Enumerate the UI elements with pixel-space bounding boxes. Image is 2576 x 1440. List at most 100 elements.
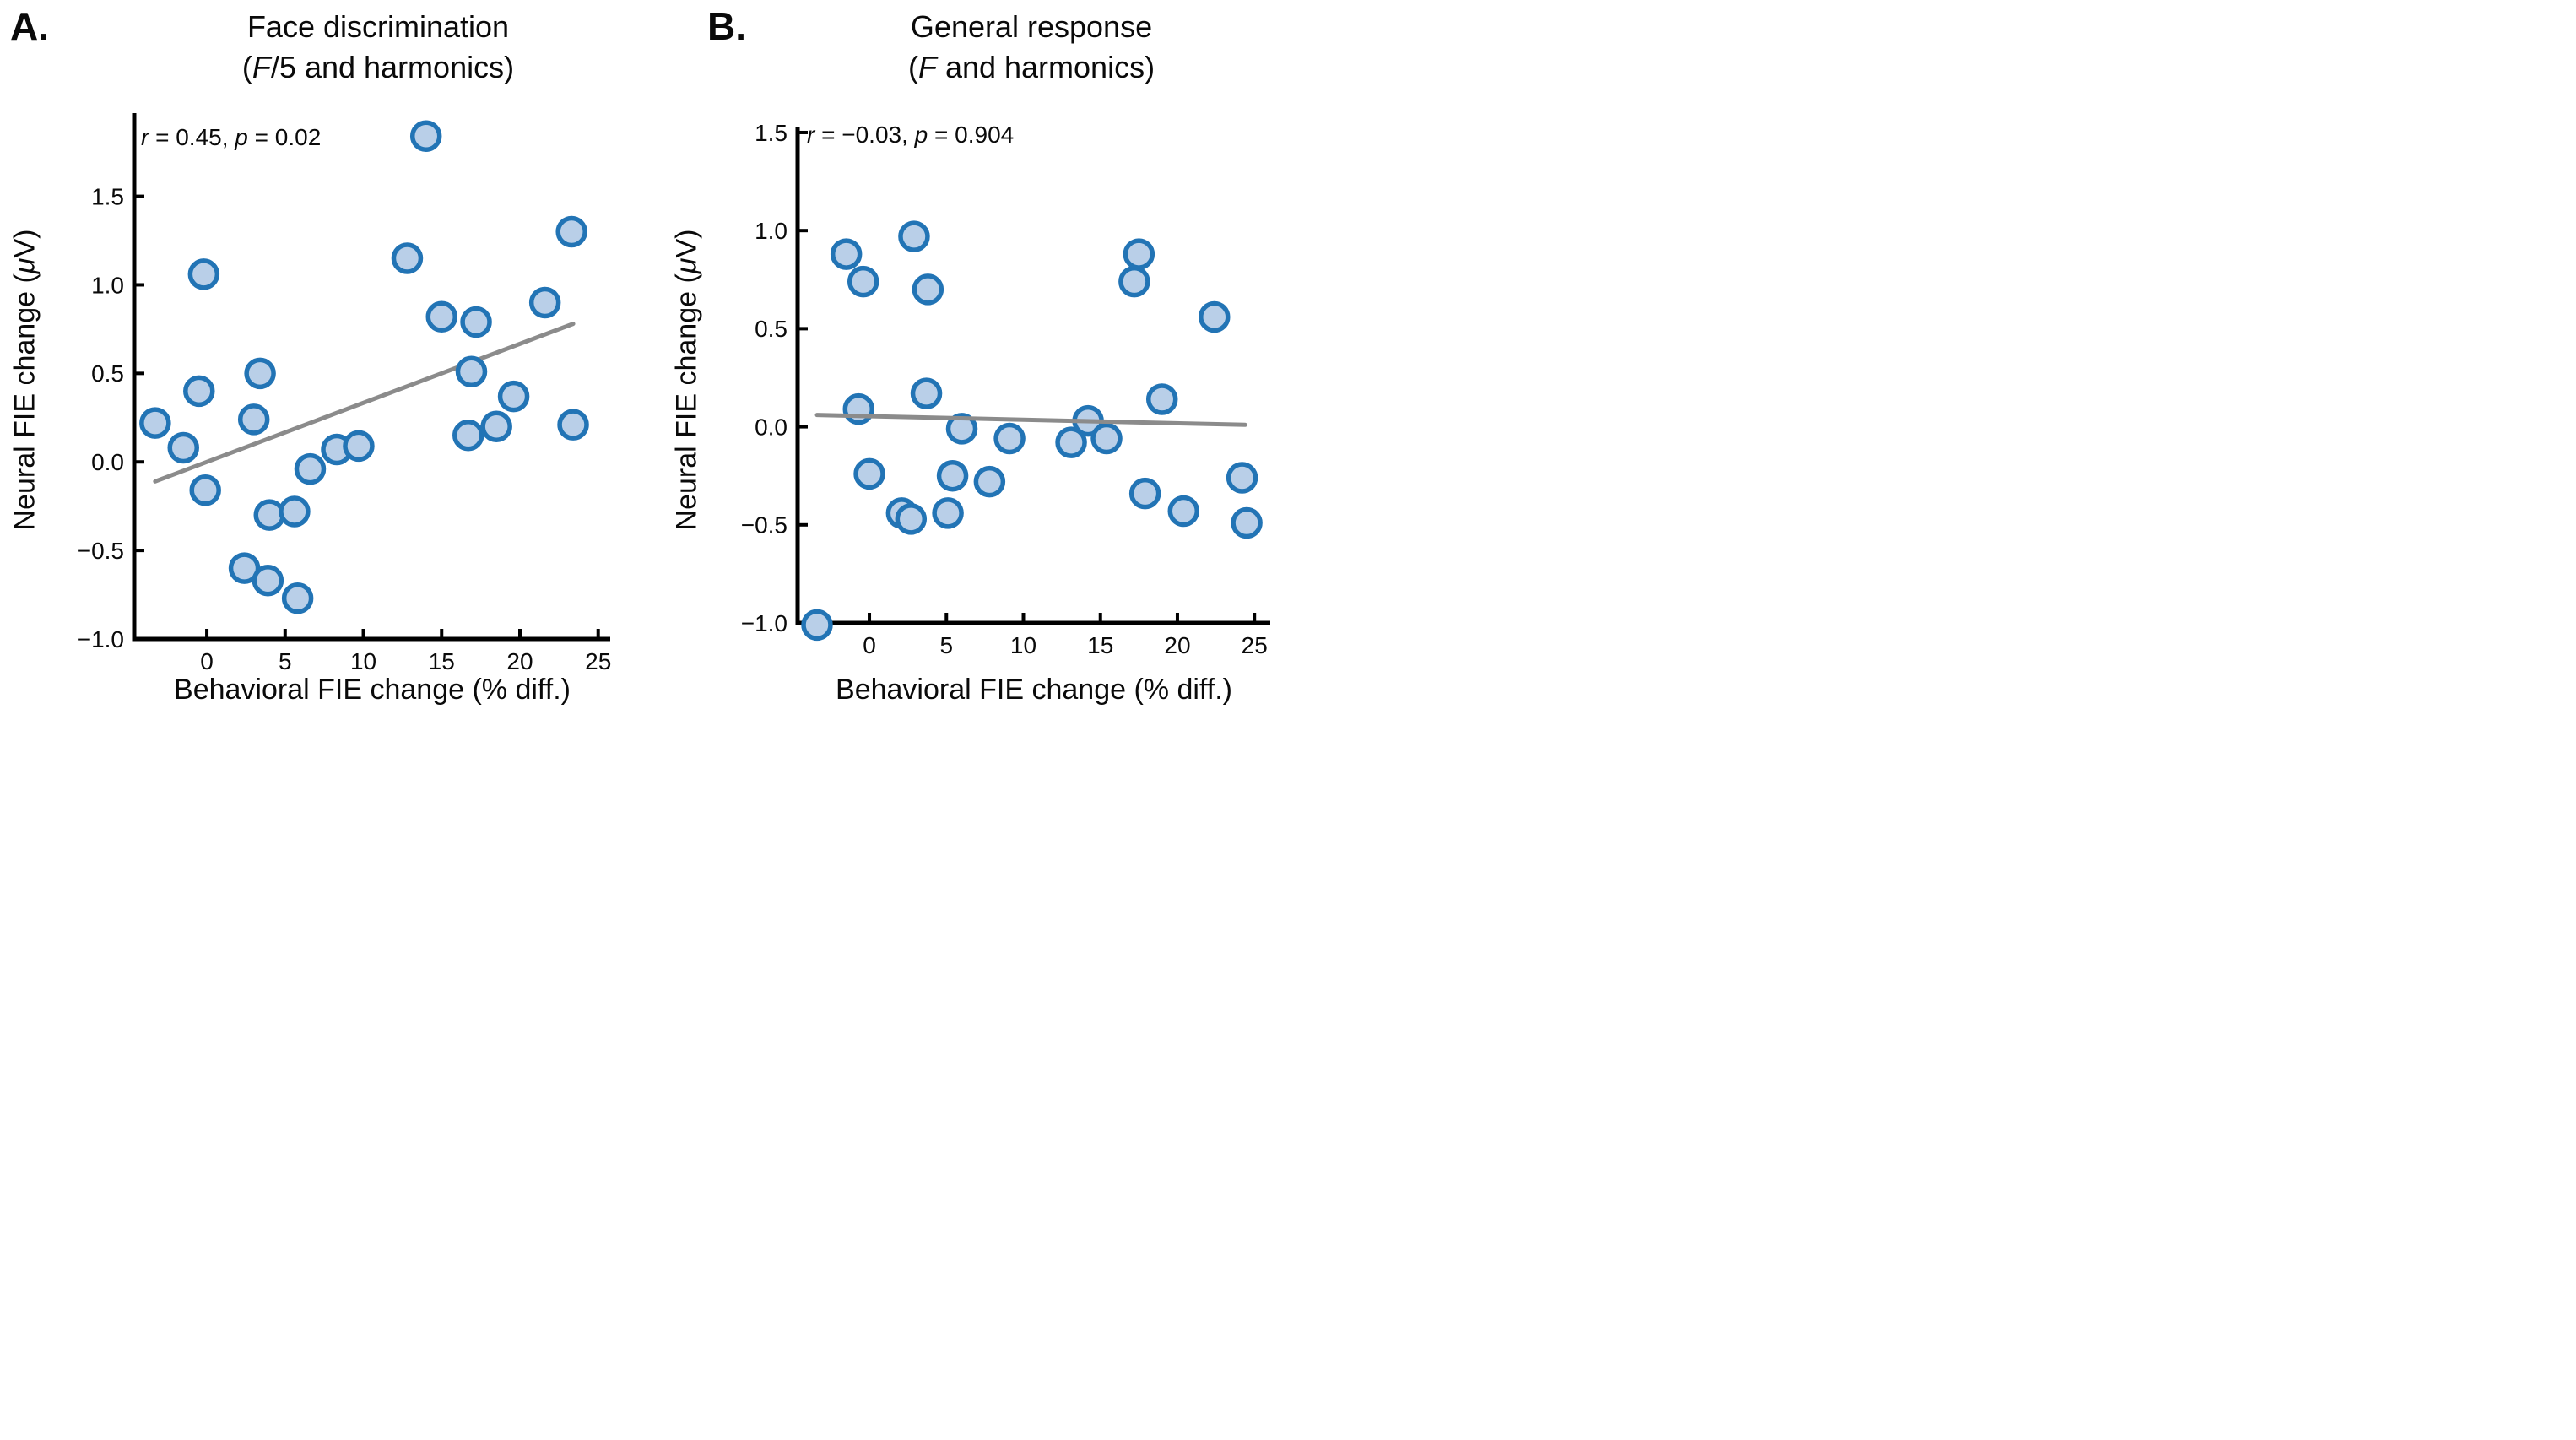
panel-b-stats-r: r — [807, 122, 815, 148]
panel-a-x-tick-label: 0 — [200, 648, 214, 674]
panel-a-data-point — [557, 409, 589, 441]
panel-a-data-point — [237, 403, 270, 436]
panel-b-data-point — [1118, 265, 1150, 298]
panel-a-data-point — [480, 410, 512, 443]
panel-a-data-point — [187, 258, 220, 290]
panel-b-regression-line — [814, 413, 1247, 427]
panel-a-stats-p-value: = 0.02 — [247, 124, 322, 150]
panel-b-data-point — [1128, 477, 1161, 510]
panel-b-data-point — [895, 503, 928, 535]
panel-b-data-point — [945, 413, 978, 445]
panel-a-y-tick-label: 1.0 — [91, 272, 124, 298]
panel-b-ylabel-mu: μ — [670, 257, 703, 274]
panel-b-x-tick-label: 25 — [1242, 632, 1268, 658]
panel-b-title-line2: (F and harmonics) — [908, 49, 1155, 85]
panel-a-title-paren-open: ( — [241, 50, 252, 84]
figure-canvas: 1.5 1.0 0.5 0.0 −0.5 −1.0 0 5 10 15 20 25 1.5 1.0 0.5 0… — [0, 0, 1288, 720]
panel-a-ylabel-pre: Neural FIE change ( — [8, 273, 41, 531]
panel-b-data-point — [936, 459, 969, 492]
panel-a-y-tick-label: 1.5 — [91, 183, 124, 209]
panel-a-title-line1: Face discrimination — [247, 8, 509, 45]
panel-a-data-point — [425, 300, 458, 333]
panel-b-data-point — [993, 422, 1026, 455]
panel-b-title-line1: General response — [911, 8, 1152, 45]
panel-a-data-point — [294, 452, 327, 485]
panel-b-letter: B. — [707, 4, 746, 48]
panel-b-data-point — [1226, 462, 1258, 494]
panel-a-ylabel-post: V) — [8, 229, 41, 258]
panel-a-data-point — [555, 215, 587, 248]
panel-b-stats: r = −0.03, p = 0.904 — [807, 121, 1014, 149]
panel-a-data-point — [252, 565, 284, 597]
panel-a-data-point — [455, 355, 488, 388]
panel-a-data-point — [460, 306, 492, 338]
panel-b-y-tick-label: 0.0 — [755, 414, 787, 440]
panel-b-data-point — [1090, 422, 1123, 455]
panel-b-stats-p-value: = 0.904 — [928, 122, 1015, 148]
panel-a-data-point — [183, 375, 215, 408]
panel-a-stats-r-value: = 0.45, — [149, 124, 235, 150]
panel-a-letter: A. — [10, 4, 49, 48]
panel-b-y-tick-label: 1.5 — [755, 120, 787, 146]
panel-b-data-point — [830, 238, 863, 270]
panel-a-data-point — [497, 380, 530, 413]
panel-b-data-point — [973, 465, 1006, 498]
panel-b-y-axis-label: Neural FIE change (μV) — [671, 230, 704, 531]
panel-b-data-point — [1055, 426, 1087, 458]
panel-a-data-point — [281, 582, 314, 614]
panel-a-y-axis-label: Neural FIE change (μV) — [9, 230, 42, 531]
panel-a-plot-area: 1.5 1.0 0.5 0.0 −0.5 −1.0 0 5 10 15 20 25 — [78, 113, 611, 674]
panel-a-y-tick-label: 0.0 — [91, 449, 124, 475]
panel-b-y-tick-label: −1.0 — [741, 610, 787, 636]
panel-b-x-axis-label: Behavioral FIE change (% diff.) — [836, 674, 1232, 706]
panel-b-y-tick-label: −0.5 — [741, 512, 787, 539]
panel-a-title-line2: (F/5 and harmonics) — [242, 49, 514, 85]
panel-b-x-tick-label: 0 — [863, 632, 876, 658]
panel-a-data-point — [528, 286, 561, 319]
panel-a-x-axis-label: Behavioral FIE change (% diff.) — [174, 674, 571, 706]
panel-a-stats: r = 0.45, p = 0.02 — [141, 123, 321, 152]
panel-b-data-point — [912, 273, 944, 306]
panel-b-x-tick-label: 15 — [1087, 632, 1113, 658]
panel-b-data-point — [1199, 300, 1231, 333]
panel-a-data-point — [409, 120, 442, 153]
panel-a-y-tick-label: −0.5 — [78, 538, 124, 564]
panel-a-title-text1: Face discrimination — [246, 9, 510, 44]
panel-a-data-point — [167, 431, 199, 464]
panel-b-data-point — [1231, 506, 1263, 539]
panel-b-x-tick-label: 5 — [939, 632, 953, 658]
panel-b-data-point — [801, 609, 833, 642]
panel-b-data-point — [1167, 495, 1200, 528]
panel-a-data-point — [244, 357, 276, 390]
panel-b-data-point — [847, 265, 879, 298]
panel-a-data-point — [343, 430, 375, 463]
panel-a-y-tick-label: 0.5 — [91, 360, 124, 387]
panel-b-title-paren-open: ( — [907, 50, 918, 84]
panel-a-title-rest: /5 and harmonics) — [270, 50, 515, 84]
panel-b-ylabel-pre: Neural FIE change ( — [670, 273, 703, 531]
panel-b-y-tick-label: 0.5 — [755, 316, 787, 342]
panel-a-data-point — [139, 407, 171, 439]
panel-b-data-point — [932, 497, 964, 529]
panel-a-data-point — [279, 495, 311, 528]
panel-b-data-point — [842, 392, 875, 425]
panel-b-x-tick-label: 20 — [1164, 632, 1190, 658]
panel-a-regression-line — [153, 322, 576, 484]
panel-a-title-italic-f: F — [252, 50, 271, 84]
panel-b-stats-r-value: = −0.03, — [814, 122, 915, 148]
panel-b-data-point — [853, 457, 885, 490]
panel-a-y-tick-label: −1.0 — [78, 626, 124, 652]
panel-a-x-tick-label: 5 — [279, 648, 292, 674]
panel-b-data-point — [898, 220, 930, 252]
panel-b-x-tick-label: 10 — [1010, 632, 1036, 658]
panel-b-data-point — [1123, 238, 1155, 270]
panel-b-data-point — [910, 377, 943, 409]
panel-a-data-point — [228, 552, 261, 584]
scatter-plot-svg: 1.5 1.0 0.5 0.0 −0.5 −1.0 0 5 10 15 20 25 1.5 1.0 0.5 0… — [78, 113, 1270, 674]
panel-a-data-point — [189, 474, 221, 506]
panel-b-ylabel-post: V) — [670, 229, 703, 258]
panel-b-data-point — [1145, 383, 1178, 415]
panel-a-data-point — [253, 499, 285, 531]
panel-b-stats-p: p — [914, 122, 928, 148]
panel-a-x-tick-label: 15 — [429, 648, 455, 674]
